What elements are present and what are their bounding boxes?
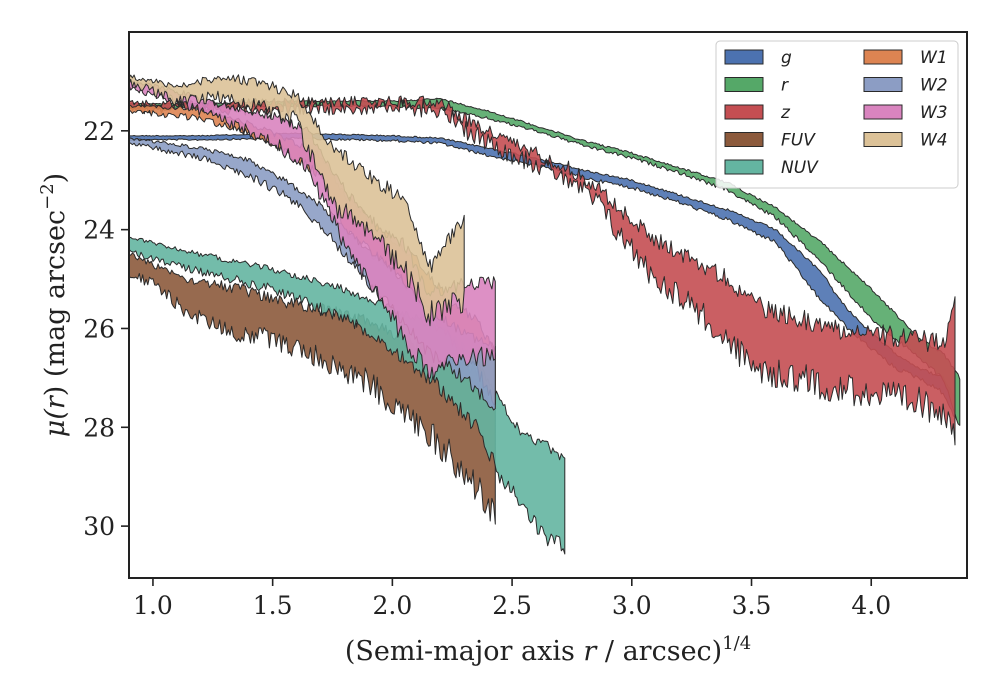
y-axis-label-close: )	[40, 173, 71, 184]
legend-label-nuv: NUV	[781, 158, 819, 178]
y-axis-label: μ(r) (mag arcsec−2)	[37, 173, 71, 437]
legend-label-w1: W1	[920, 48, 948, 68]
x-axis-label-tail: / arcsec)	[596, 636, 722, 667]
series-band-w2	[129, 137, 496, 411]
y-axis-label-exponent: −2	[37, 183, 58, 210]
series-band-nuv	[129, 236, 566, 555]
series-band-z	[129, 95, 956, 446]
legend-swatch-z	[724, 104, 764, 120]
legend-swatch-r	[724, 77, 764, 92]
legend-swatch-w1	[863, 49, 903, 65]
legend-label-r: r	[781, 76, 789, 96]
series-layer	[129, 74, 961, 555]
legend: grz FUV NUV W1 W2 W3 W4	[715, 40, 959, 189]
plot-frame	[128, 31, 968, 579]
x-axis-ticks: 1.0 1.5 2.0 2.5 3.0 3.5 4.0	[133, 578, 891, 620]
legend-label-z: z	[780, 103, 791, 123]
x-tick-label: 2.5	[492, 591, 532, 620]
x-tick-label: 4.0	[851, 591, 891, 620]
x-tick-label: 2.0	[372, 591, 412, 620]
y-tick-label: 26	[83, 314, 115, 343]
legend-swatch-g	[724, 49, 764, 65]
x-tick-label: 3.0	[612, 591, 652, 620]
legend-swatch-nuv	[724, 159, 764, 175]
y-axis-label-main: μ(	[40, 408, 71, 438]
x-axis-label-main: (Semi-major axis	[345, 636, 584, 667]
x-tick-label: 3.5	[732, 591, 772, 620]
legend-label-w4: W4	[920, 131, 948, 151]
series-band-fuv	[129, 252, 496, 525]
y-tick-label: 24	[83, 216, 115, 245]
legend-label-w3: W3	[920, 103, 948, 123]
x-axis-label-exponent: 1/4	[722, 633, 751, 654]
y-tick-label: 28	[83, 413, 115, 442]
y-axis-label-var: r	[40, 394, 71, 409]
y-axis-ticks: 22 24 26 28 30	[83, 117, 129, 541]
legend-swatch-w2	[863, 77, 903, 92]
y-axis-label-tail: ) (mag arcsec	[40, 210, 71, 396]
legend-label-g: g	[781, 48, 792, 68]
x-axis-label: (Semi-major axis r / arcsec)1/4	[345, 633, 751, 667]
legend-swatch-w4	[863, 132, 903, 147]
legend-swatch-fuv	[724, 132, 764, 147]
legend-label-fuv: FUV	[781, 131, 816, 151]
x-tick-label: 1.5	[253, 591, 293, 620]
series-band-w4	[129, 74, 465, 327]
legend-label-w2: W2	[920, 76, 948, 96]
x-axis-label-var: r	[583, 636, 598, 667]
y-tick-label: 22	[83, 117, 115, 146]
legend-swatch-w3	[863, 104, 903, 120]
x-tick-label: 1.0	[133, 591, 173, 620]
y-tick-label: 30	[83, 512, 115, 541]
series-band-w3	[129, 80, 496, 381]
